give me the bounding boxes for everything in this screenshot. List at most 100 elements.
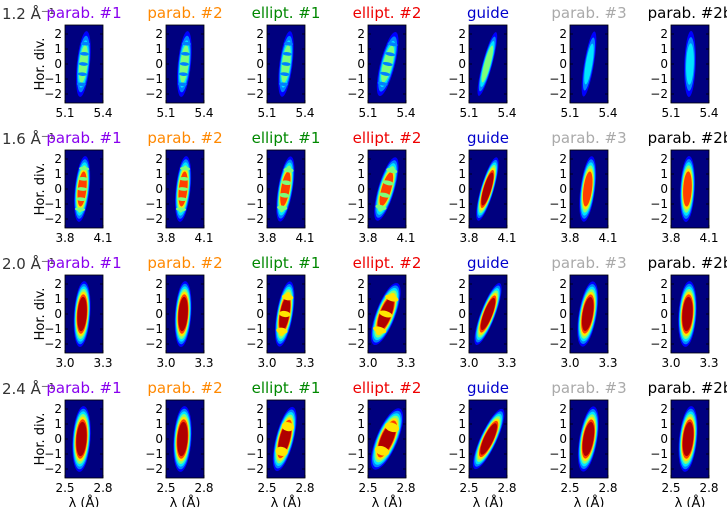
stripe — [380, 71, 391, 76]
stripe — [373, 326, 387, 334]
x-tick-label: 2.8 — [497, 481, 516, 495]
y-tick-label: −2 — [347, 337, 365, 351]
intensity-contour — [481, 172, 494, 206]
x-tick-label: 2.8 — [598, 481, 617, 495]
x-tick-label: 2.5 — [358, 481, 377, 495]
y-tick-label: 2 — [660, 277, 668, 291]
y-tick-label: −1 — [347, 72, 365, 86]
x-tick-label: 3.8 — [257, 231, 276, 245]
y-tick-label: 1 — [357, 417, 365, 431]
stripe — [284, 41, 294, 46]
stripe — [281, 62, 291, 66]
stripe — [278, 82, 288, 87]
y-tick-label: −1 — [347, 447, 365, 461]
intensity-contour — [584, 43, 594, 85]
y-tick-label: −1 — [549, 197, 567, 211]
x-tick-label: 5.1 — [661, 106, 680, 120]
y-tick-label: 0 — [155, 182, 163, 196]
stripe — [385, 294, 399, 302]
panel-title: guide — [467, 4, 509, 22]
x-tick-label: 5.1 — [156, 106, 175, 120]
y-tick-label: −2 — [246, 212, 264, 226]
x-tick-label: 2.5 — [257, 481, 276, 495]
panel: 210−1−2 2.5 2.8 parab. #2b λ (Å) — [648, 379, 727, 507]
x-tick-label: 3.0 — [55, 356, 74, 370]
y-tick-label: 1 — [559, 417, 567, 431]
heatmap-blob — [577, 406, 599, 472]
stripe — [382, 180, 394, 186]
intensity-contour — [581, 297, 594, 331]
y-axis-label: Hor. div. — [33, 38, 48, 91]
heatmap-blob — [678, 406, 698, 472]
x-tick-label: 3.3 — [598, 356, 617, 370]
heatmap-blob — [272, 406, 297, 472]
panel: 210−1−2 5.1 5.4 parab. #1 — [44, 4, 121, 120]
y-tick-label: −1 — [246, 72, 264, 86]
y-tick-label: −1 — [650, 322, 668, 336]
stripe — [281, 294, 294, 301]
x-tick-label: 5.1 — [257, 106, 276, 120]
y-tick-label: −1 — [650, 197, 668, 211]
y-tick-label: 0 — [660, 182, 668, 196]
y-tick-label: −1 — [246, 197, 264, 211]
heatmap-blob — [175, 156, 192, 222]
y-tick-label: −1 — [549, 447, 567, 461]
y-axis-label: Hor. div. — [33, 413, 48, 466]
y-tick-label: −1 — [448, 197, 466, 211]
x-tick-label: 5.1 — [358, 106, 377, 120]
heatmap-blob — [174, 281, 192, 347]
intensity-contour — [686, 43, 694, 85]
panel-title: parab. #2b — [648, 4, 727, 22]
y-tick-label: 1 — [660, 42, 668, 56]
y-tick-label: 0 — [660, 307, 668, 321]
x-tick-label: 3.3 — [295, 356, 314, 370]
y-tick-label: −2 — [246, 462, 264, 476]
y-tick-label: −2 — [145, 212, 163, 226]
x-tick-label: 5.4 — [295, 106, 314, 120]
y-tick-label: 0 — [660, 432, 668, 446]
y-tick-label: 1 — [458, 167, 466, 181]
y-tick-label: −2 — [145, 462, 163, 476]
x-tick-label: 2.8 — [295, 481, 314, 495]
y-tick-label: −1 — [44, 322, 62, 336]
stripe — [76, 82, 86, 87]
y-tick-label: 1 — [54, 417, 62, 431]
y-tick-label: 0 — [357, 182, 365, 196]
y-tick-label: 2 — [458, 277, 466, 291]
stripe — [275, 446, 288, 456]
y-tick-label: 2 — [256, 277, 264, 291]
x-axis-label: λ (Å) — [675, 495, 706, 507]
y-tick-label: −1 — [246, 447, 264, 461]
x-tick-label: 2.8 — [396, 481, 415, 495]
y-tick-label: 1 — [54, 42, 62, 56]
x-tick-label: 3.3 — [699, 356, 718, 370]
intensity-contour — [178, 296, 188, 332]
panel: 210−1−2 3.0 3.3 ellipt. #2 — [347, 254, 421, 370]
stripe — [179, 177, 190, 181]
stripe — [180, 166, 191, 171]
y-tick-label: 2 — [54, 27, 62, 41]
x-tick-label: 3.0 — [358, 356, 377, 370]
y-tick-label: 2 — [357, 402, 365, 416]
stripe — [378, 192, 391, 198]
stripe — [281, 180, 292, 186]
y-tick-label: −2 — [549, 212, 567, 226]
heatmap-blob — [370, 408, 404, 470]
stripe — [77, 72, 87, 76]
y-tick-label: 0 — [458, 432, 466, 446]
x-tick-label: 3.0 — [560, 356, 579, 370]
stripe — [177, 82, 187, 87]
y-tick-label: 0 — [357, 307, 365, 321]
y-tick-label: 2 — [357, 152, 365, 166]
y-tick-label: 1 — [559, 42, 567, 56]
y-tick-label: 1 — [256, 42, 264, 56]
heatmap-blob — [76, 31, 91, 97]
x-tick-label: 5.4 — [93, 106, 112, 120]
y-tick-label: −2 — [347, 212, 365, 226]
heatmap-blob — [579, 156, 597, 222]
panel-title: parab. #2b — [648, 379, 727, 397]
y-tick-label: 1 — [256, 292, 264, 306]
x-axis-label: λ (Å) — [372, 495, 403, 507]
stripe — [379, 310, 393, 318]
